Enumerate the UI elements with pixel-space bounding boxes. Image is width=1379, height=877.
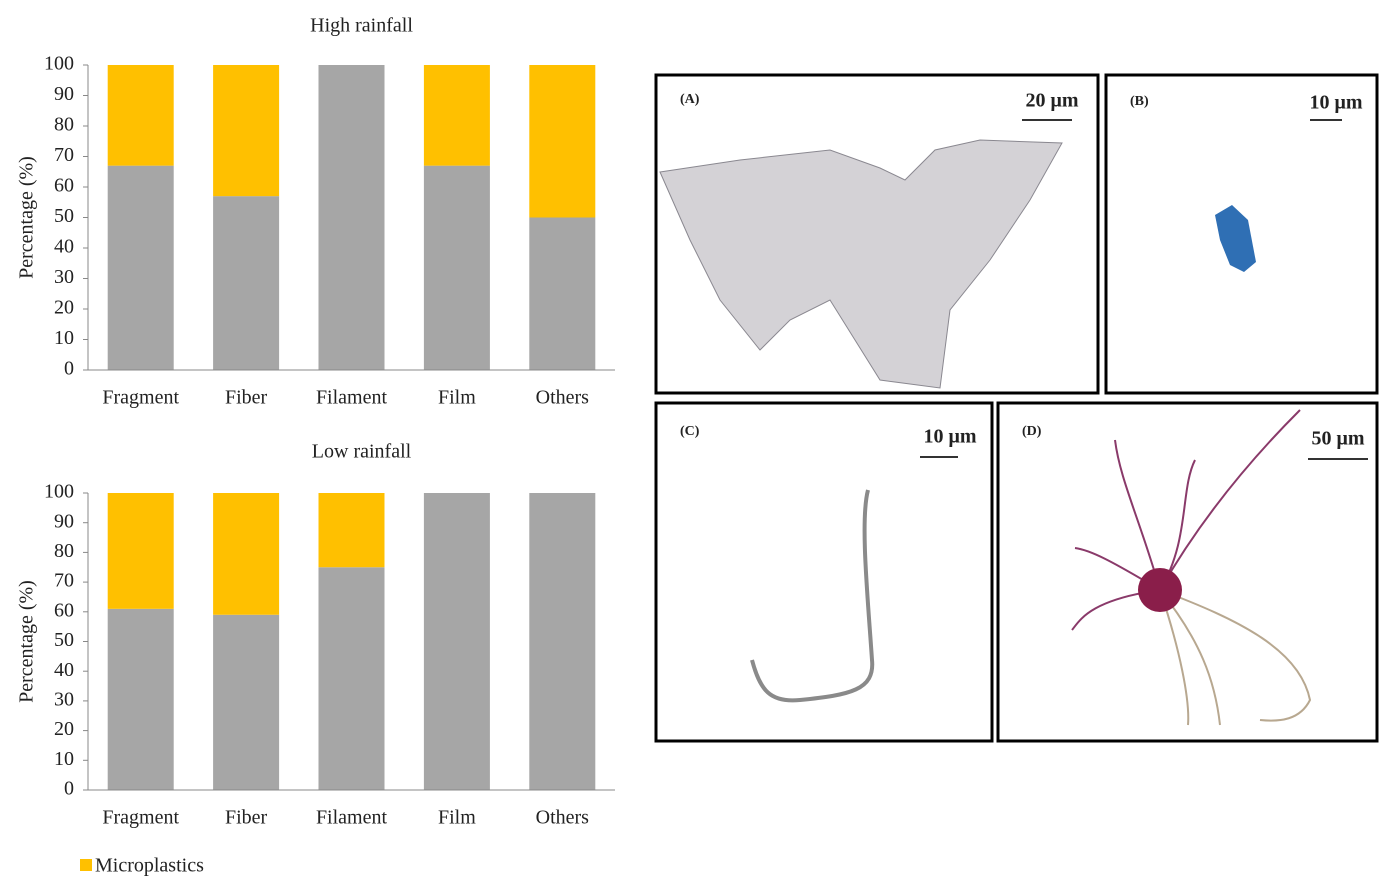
x-tick-label: Film	[438, 387, 476, 409]
y-axis-label: Percentage (%)	[16, 580, 38, 703]
bar-segment	[424, 65, 490, 166]
scale-text: 50 μm	[1312, 428, 1365, 450]
y-tick-label: 50	[54, 205, 74, 227]
y-tick-label: 100	[44, 481, 74, 503]
y-tick-label: 30	[54, 266, 74, 288]
bar-segment	[319, 65, 385, 370]
panel-b: (B) 10 μm	[1106, 75, 1377, 393]
bar-segment	[424, 166, 490, 370]
y-tick-label: 10	[54, 748, 74, 770]
y-axis-label: Percentage (%)	[16, 156, 38, 279]
x-tick-label: Film	[438, 807, 476, 829]
y-tick-label: 40	[54, 236, 74, 258]
y-tick-label: 0	[64, 778, 74, 800]
y-tick-label: 0	[64, 358, 74, 380]
bar-segment	[213, 65, 279, 196]
panel-label: (C)	[680, 424, 700, 439]
y-tick-label: 70	[54, 570, 74, 592]
scale-text: 10 μm	[1310, 92, 1363, 114]
bar-segment	[108, 493, 174, 609]
x-tick-label: Others	[536, 807, 590, 829]
scale-text: 20 μm	[1026, 90, 1079, 112]
y-tick-label: 20	[54, 297, 74, 319]
x-tick-label: Fragment	[102, 387, 179, 409]
bar-segment	[319, 567, 385, 790]
y-tick-label: 50	[54, 629, 74, 651]
panel-a: (A) 20 μm	[656, 75, 1098, 393]
y-tick-label: 80	[54, 114, 74, 136]
y-tick-label: 40	[54, 659, 74, 681]
panel-frame	[656, 403, 992, 741]
bar-segment	[529, 65, 595, 218]
x-tick-label: Filament	[316, 387, 388, 409]
x-tick-label: Fragment	[102, 807, 179, 829]
y-tick-label: 60	[54, 599, 74, 621]
y-tick-label: 100	[44, 53, 74, 75]
bar-segment	[108, 166, 174, 370]
bar-segment	[108, 65, 174, 166]
x-tick-label: Fiber	[225, 807, 268, 829]
legend-label: Microplastics	[95, 855, 204, 877]
y-tick-label: 80	[54, 540, 74, 562]
legend-swatch	[80, 859, 92, 871]
x-tick-label: Fiber	[225, 387, 268, 409]
chart-title: High rainfall	[310, 15, 413, 37]
y-tick-label: 20	[54, 718, 74, 740]
filament-core	[1138, 568, 1182, 612]
panel-label: (A)	[680, 92, 700, 107]
y-tick-label: 90	[54, 510, 74, 532]
x-tick-label: Filament	[316, 807, 388, 829]
panel-label: (D)	[1022, 424, 1042, 439]
y-tick-label: 70	[54, 144, 74, 166]
scale-text: 10 μm	[924, 426, 977, 448]
bar-segment	[319, 493, 385, 567]
panel-c: (C) 10 μm	[656, 403, 992, 741]
chart-title: Low rainfall	[312, 441, 412, 463]
figure: (A) 20 μm (B) 10 μm (C) 10 μm (D)	[0, 0, 1379, 877]
y-tick-label: 60	[54, 175, 74, 197]
y-tick-label: 10	[54, 327, 74, 349]
x-tick-label: Others	[536, 387, 590, 409]
bar-segment	[213, 196, 279, 370]
bar-segment	[424, 493, 490, 790]
bar-segment	[213, 493, 279, 615]
panel-label: (B)	[1130, 94, 1149, 109]
bar-segment	[529, 218, 595, 371]
bar-segment	[213, 615, 279, 790]
panel-frame	[998, 403, 1377, 741]
panel-d: (D) 50 μm	[998, 403, 1377, 741]
bar-segment	[108, 609, 174, 790]
y-tick-label: 30	[54, 688, 74, 710]
y-tick-label: 90	[54, 83, 74, 105]
bar-segment	[529, 493, 595, 790]
